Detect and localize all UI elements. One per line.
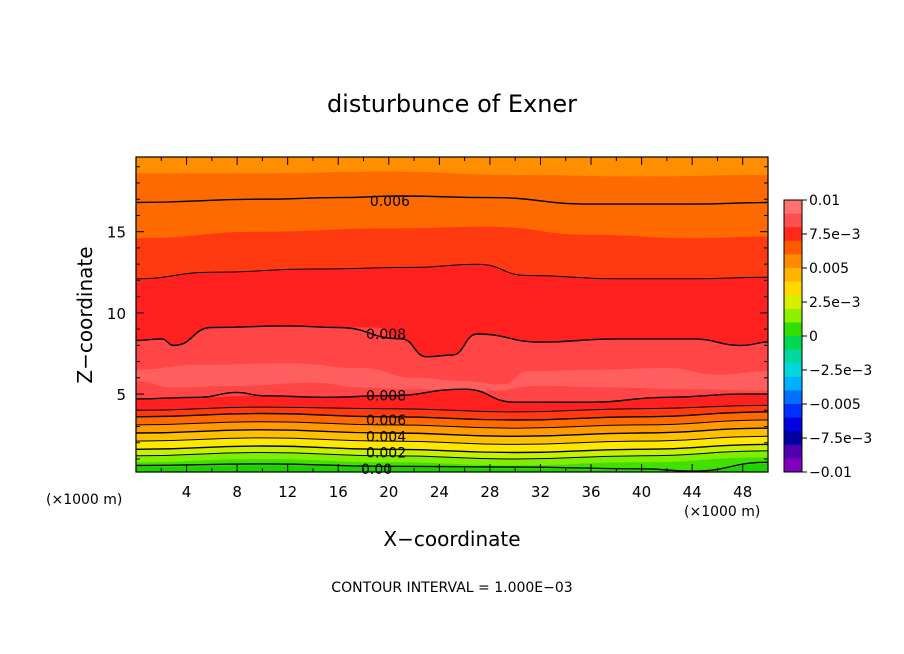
- contour-line-3: [136, 388, 768, 403]
- x-tick-label-0: 4: [182, 483, 192, 501]
- y-tick-label-0: 5: [116, 386, 126, 404]
- contour-label-5: 0.006: [366, 413, 406, 429]
- x-unit-label: (×1000 m): [684, 504, 760, 520]
- contour-line-7: [136, 427, 768, 438]
- contour-line-8: [136, 435, 768, 445]
- contour-label-7: 0.004: [366, 429, 406, 445]
- colorbar-swatch-6: [784, 281, 802, 296]
- contour-interval-label: CONTOUR INTERVAL = 1.000E−03: [331, 580, 572, 596]
- contour-line-6: [136, 419, 768, 429]
- x-tick-label-7: 32: [531, 483, 550, 501]
- x-tick-label-3: 16: [329, 483, 348, 501]
- colorbar-swatch-7: [784, 295, 802, 310]
- colorbar-label-6: −0.005: [809, 397, 861, 413]
- colorbar-label-2: 0.005: [809, 261, 849, 277]
- colorbar-swatch-11: [784, 349, 802, 364]
- colorbar-label-0: 0.01: [809, 193, 840, 209]
- colorbar-swatch-14: [784, 390, 802, 405]
- colorbar-swatch-19: [784, 458, 802, 473]
- x-tick-label-11: 48: [733, 483, 752, 501]
- y-tick-label-2: 15: [107, 224, 126, 242]
- colorbar-swatch-4: [784, 254, 802, 269]
- contour-fill-bands: [136, 157, 768, 472]
- chart-title: disturbunce of Exner: [327, 90, 577, 118]
- colorbar-swatch-16: [784, 417, 802, 432]
- colorbar-swatch-17: [784, 431, 802, 446]
- colorbar-swatch-18: [784, 444, 802, 459]
- contour-line-10: [136, 450, 768, 460]
- colorbar-swatch-13: [784, 376, 802, 391]
- x-tick-label-1: 8: [232, 483, 242, 501]
- contour-line-2: [136, 325, 768, 358]
- contour-label-2: 0.008: [366, 327, 406, 343]
- contour-label-9: 0.002: [366, 446, 406, 462]
- contour-lines: [136, 195, 768, 472]
- colorbar-swatch-15: [784, 404, 802, 419]
- colorbar-label-4: 0: [809, 329, 818, 345]
- x-tick-label-9: 40: [632, 483, 651, 501]
- y-axis-label: Z−coordinate: [73, 246, 97, 383]
- contour-line-1: [136, 263, 768, 280]
- colorbar-swatch-5: [784, 268, 802, 283]
- colorbar-label-7: −7.5e−3: [809, 431, 872, 447]
- y-unit-label: (×1000 m): [46, 492, 122, 508]
- x-tick-label-4: 20: [379, 483, 398, 501]
- colorbar-swatch-0: [784, 200, 802, 215]
- plot-frame: [135, 156, 769, 473]
- colorbar: 0.01 7.5e−3 0.005 2.5e−3 0 −2.5e−3 −0.005 −7.5e…: [783, 193, 872, 481]
- colorbar-swatch-10: [784, 336, 802, 351]
- y-axis-ticks: 5 10 15: [107, 166, 768, 460]
- contour-band-16: [136, 463, 768, 472]
- colorbar-swatch-2: [784, 227, 802, 242]
- contour-line-0: [136, 195, 768, 205]
- contour-label-11: 0.00: [361, 462, 392, 478]
- contour-line-9: [136, 443, 768, 454]
- colorbar-label-8: −0.01: [809, 465, 852, 481]
- x-tick-label-10: 44: [683, 483, 702, 501]
- x-tick-label-2: 12: [278, 483, 297, 501]
- colorbar-swatch-3: [784, 240, 802, 255]
- x-axis-label: X−coordinate: [383, 527, 520, 551]
- x-tick-label-8: 36: [581, 483, 600, 501]
- colorbar-swatch-9: [784, 322, 802, 337]
- x-axis-ticks: 4 8 12 16 20 24 28 32 36 40 44 48: [160, 157, 752, 501]
- contour-label-0: 0.006: [370, 194, 410, 210]
- colorbar-label-5: −2.5e−3: [809, 363, 872, 379]
- x-tick-label-6: 28: [480, 483, 499, 501]
- colorbar-swatch-12: [784, 363, 802, 378]
- x-tick-label-5: 24: [430, 483, 449, 501]
- colorbar-swatch-1: [784, 213, 802, 228]
- colorbar-swatch-8: [784, 308, 802, 323]
- colorbar-label-3: 2.5e−3: [809, 295, 861, 311]
- contour-line-4: [136, 404, 768, 413]
- contour-line-5: [136, 411, 768, 421]
- contour-label-3: 0.008: [366, 389, 406, 405]
- y-tick-label-1: 10: [107, 305, 126, 323]
- colorbar-label-1: 7.5e−3: [809, 227, 861, 243]
